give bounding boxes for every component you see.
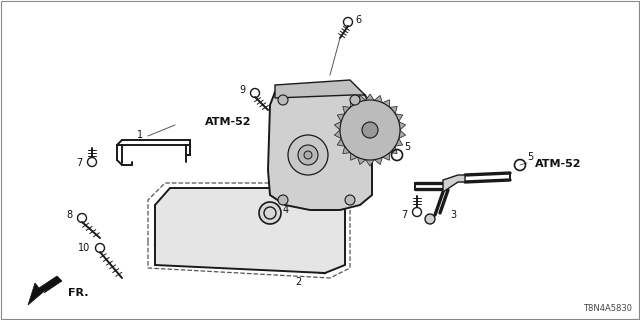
Polygon shape (334, 122, 341, 130)
Text: FR.: FR. (68, 288, 88, 298)
Text: 8: 8 (66, 210, 72, 220)
Polygon shape (396, 114, 403, 122)
Polygon shape (358, 95, 365, 103)
Text: T8N4A5830: T8N4A5830 (583, 304, 632, 313)
Circle shape (259, 202, 281, 224)
Text: 10: 10 (77, 243, 90, 253)
Text: 2: 2 (295, 277, 301, 287)
Polygon shape (350, 153, 358, 160)
Polygon shape (275, 80, 365, 98)
Polygon shape (358, 157, 365, 164)
Text: 7: 7 (76, 158, 82, 168)
Text: ATM-52: ATM-52 (205, 117, 252, 127)
Circle shape (350, 95, 360, 105)
Circle shape (278, 95, 288, 105)
Polygon shape (343, 107, 350, 114)
Text: 11: 11 (286, 143, 298, 153)
Text: 3: 3 (450, 210, 456, 220)
Polygon shape (365, 160, 374, 166)
Circle shape (278, 195, 288, 205)
Circle shape (304, 151, 312, 159)
Text: 5: 5 (527, 152, 533, 162)
Polygon shape (28, 276, 62, 305)
Polygon shape (390, 107, 397, 114)
Polygon shape (337, 139, 345, 146)
Circle shape (345, 195, 355, 205)
Polygon shape (390, 146, 397, 154)
Text: 6: 6 (355, 15, 361, 25)
Text: 7: 7 (401, 210, 407, 220)
Circle shape (362, 122, 378, 138)
Text: 9: 9 (239, 85, 245, 95)
Text: 4: 4 (283, 205, 289, 215)
Polygon shape (374, 157, 383, 164)
Polygon shape (399, 122, 406, 130)
Polygon shape (334, 130, 341, 139)
Polygon shape (365, 94, 374, 100)
Polygon shape (396, 139, 403, 146)
Polygon shape (350, 100, 358, 107)
Polygon shape (443, 175, 465, 192)
Polygon shape (155, 188, 345, 273)
Polygon shape (399, 130, 406, 139)
Polygon shape (268, 88, 372, 210)
Text: 1: 1 (137, 130, 143, 140)
Polygon shape (383, 153, 390, 160)
Circle shape (288, 135, 328, 175)
Polygon shape (374, 95, 383, 103)
Circle shape (340, 100, 400, 160)
Text: 5: 5 (404, 142, 410, 152)
Text: ATM-52: ATM-52 (535, 159, 582, 169)
Polygon shape (383, 100, 390, 107)
Circle shape (425, 214, 435, 224)
Polygon shape (337, 114, 345, 122)
Circle shape (298, 145, 318, 165)
Polygon shape (343, 146, 350, 154)
